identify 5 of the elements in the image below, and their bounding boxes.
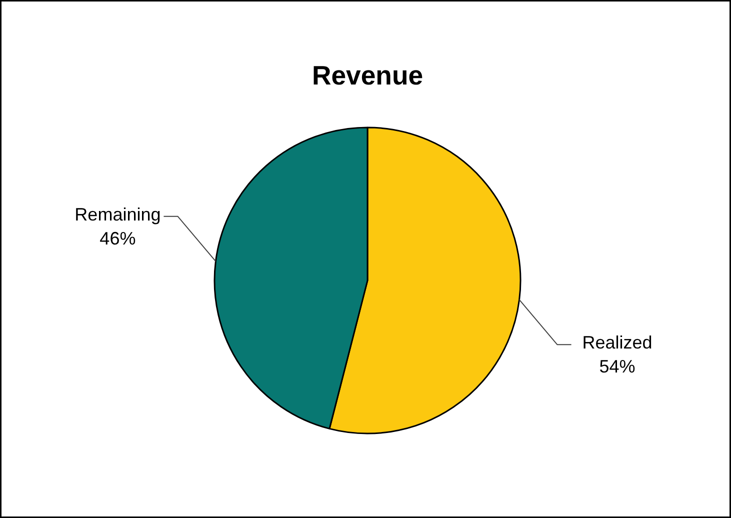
data-label: 54% [599, 356, 636, 377]
slice-label: Realized [582, 332, 652, 353]
chart-title: Revenue [312, 60, 424, 90]
data-label: 46% [100, 228, 136, 248]
slice-label: Remaining [74, 204, 161, 224]
